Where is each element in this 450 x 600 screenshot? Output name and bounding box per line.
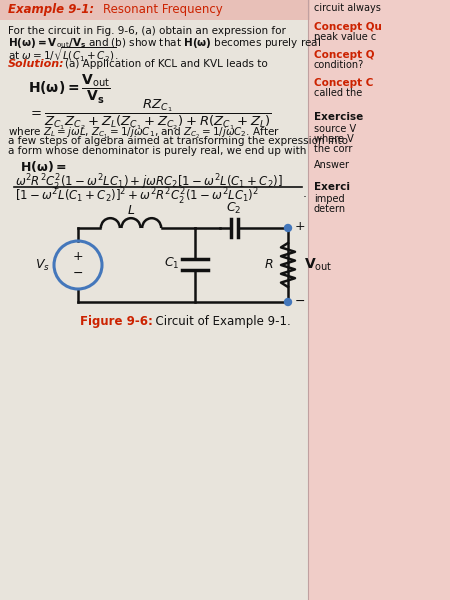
Text: $C_1$: $C_1$ [163, 256, 179, 271]
Text: $\bf{H}(\omega) = \dfrac{V_{\rm out}}{V_s}$: $\bf{H}(\omega) = \dfrac{V_{\rm out}}{V_… [28, 73, 111, 106]
Text: Solution:: Solution: [8, 59, 65, 69]
Text: .: . [303, 187, 307, 200]
Text: Concept Qu: Concept Qu [314, 22, 382, 32]
Text: Figure 9-6:: Figure 9-6: [80, 315, 153, 328]
Text: $L$: $L$ [127, 204, 135, 217]
Text: circuit always: circuit always [314, 3, 381, 13]
Text: (a) Application of KCL and KVL leads to: (a) Application of KCL and KVL leads to [65, 59, 268, 69]
Text: Circuit of Example 9-1.: Circuit of Example 9-1. [148, 315, 291, 328]
Text: Example 9-1:: Example 9-1: [8, 2, 94, 16]
Text: −: − [73, 266, 83, 280]
Text: Exerci: Exerci [314, 182, 350, 192]
Text: $\bf{V}_{\rm out}$: $\bf{V}_{\rm out}$ [304, 257, 333, 273]
Text: called the: called the [314, 88, 362, 98]
Text: detern: detern [314, 204, 346, 214]
Text: a form whose denominator is purely real, we end up with: a form whose denominator is purely real,… [8, 146, 306, 156]
Text: $\omega^2 R^2 C_2^2(1 - \omega^2 LC_1) + j\omega RC_2[1 - \omega^2 L(C_1 + C_2)]: $\omega^2 R^2 C_2^2(1 - \omega^2 LC_1) +… [15, 173, 283, 193]
Text: at $\omega = 1/\sqrt{L(C_1 + C_2)}$.: at $\omega = 1/\sqrt{L(C_1 + C_2)}$. [8, 46, 119, 64]
Text: a few steps of algebra aimed at transforming the expression into: a few steps of algebra aimed at transfor… [8, 136, 348, 146]
Circle shape [284, 224, 292, 232]
Bar [0, 0, 310, 20]
Text: For the circuit in Fig. 9-6, (a) obtain an expression for: For the circuit in Fig. 9-6, (a) obtain … [8, 26, 286, 36]
Text: −: − [295, 295, 306, 307]
Text: $C_2$: $C_2$ [226, 201, 242, 216]
Text: +: + [73, 251, 83, 263]
Text: peak value c: peak value c [314, 32, 376, 42]
Text: the corr: the corr [314, 144, 352, 154]
Text: source V: source V [314, 124, 356, 134]
Bar [308, 0, 450, 600]
Text: $R$: $R$ [265, 259, 274, 271]
Text: Answer: Answer [314, 160, 350, 170]
Text: where $Z_L = j\omega L$, $Z_{C_1} = 1/j\omega C_1$, and $Z_{C_2} = 1/j\omega C_2: where $Z_L = j\omega L$, $Z_{C_1} = 1/j\… [8, 126, 280, 141]
Text: $\bf{H}(\omega) =$: $\bf{H}(\omega) =$ [20, 159, 67, 174]
Text: +: + [295, 220, 306, 233]
Text: Concept C: Concept C [314, 78, 374, 88]
Text: $= \dfrac{RZ_{C_1}}{Z_{C_1}Z_{C_2} + Z_L(Z_{C_1} + Z_{C_2}) + R(Z_{C_1} + Z_L)}$: $= \dfrac{RZ_{C_1}}{Z_{C_1}Z_{C_2} + Z_L… [28, 98, 272, 132]
Text: where V: where V [314, 134, 354, 144]
Text: Exercise: Exercise [314, 112, 363, 122]
Text: Resonant Frequency: Resonant Frequency [103, 2, 223, 16]
Text: $\bf{H}(\omega) = V_{\rm out}/V_s$ and (b) show that $\bf{H}(\omega)$ becomes pu: $\bf{H}(\omega) = V_{\rm out}/V_s$ and (… [8, 36, 321, 50]
Text: $V_s$: $V_s$ [35, 257, 50, 272]
Text: Concept Q: Concept Q [314, 50, 374, 60]
Text: imped: imped [314, 194, 345, 204]
Text: condition?: condition? [314, 60, 364, 70]
Circle shape [284, 298, 292, 305]
Text: $[1 - \omega^2 L(C_1 + C_2)]^2 + \omega^2 R^2 C_2^2(1 - \omega^2 LC_1)^2$: $[1 - \omega^2 L(C_1 + C_2)]^2 + \omega^… [15, 187, 259, 207]
